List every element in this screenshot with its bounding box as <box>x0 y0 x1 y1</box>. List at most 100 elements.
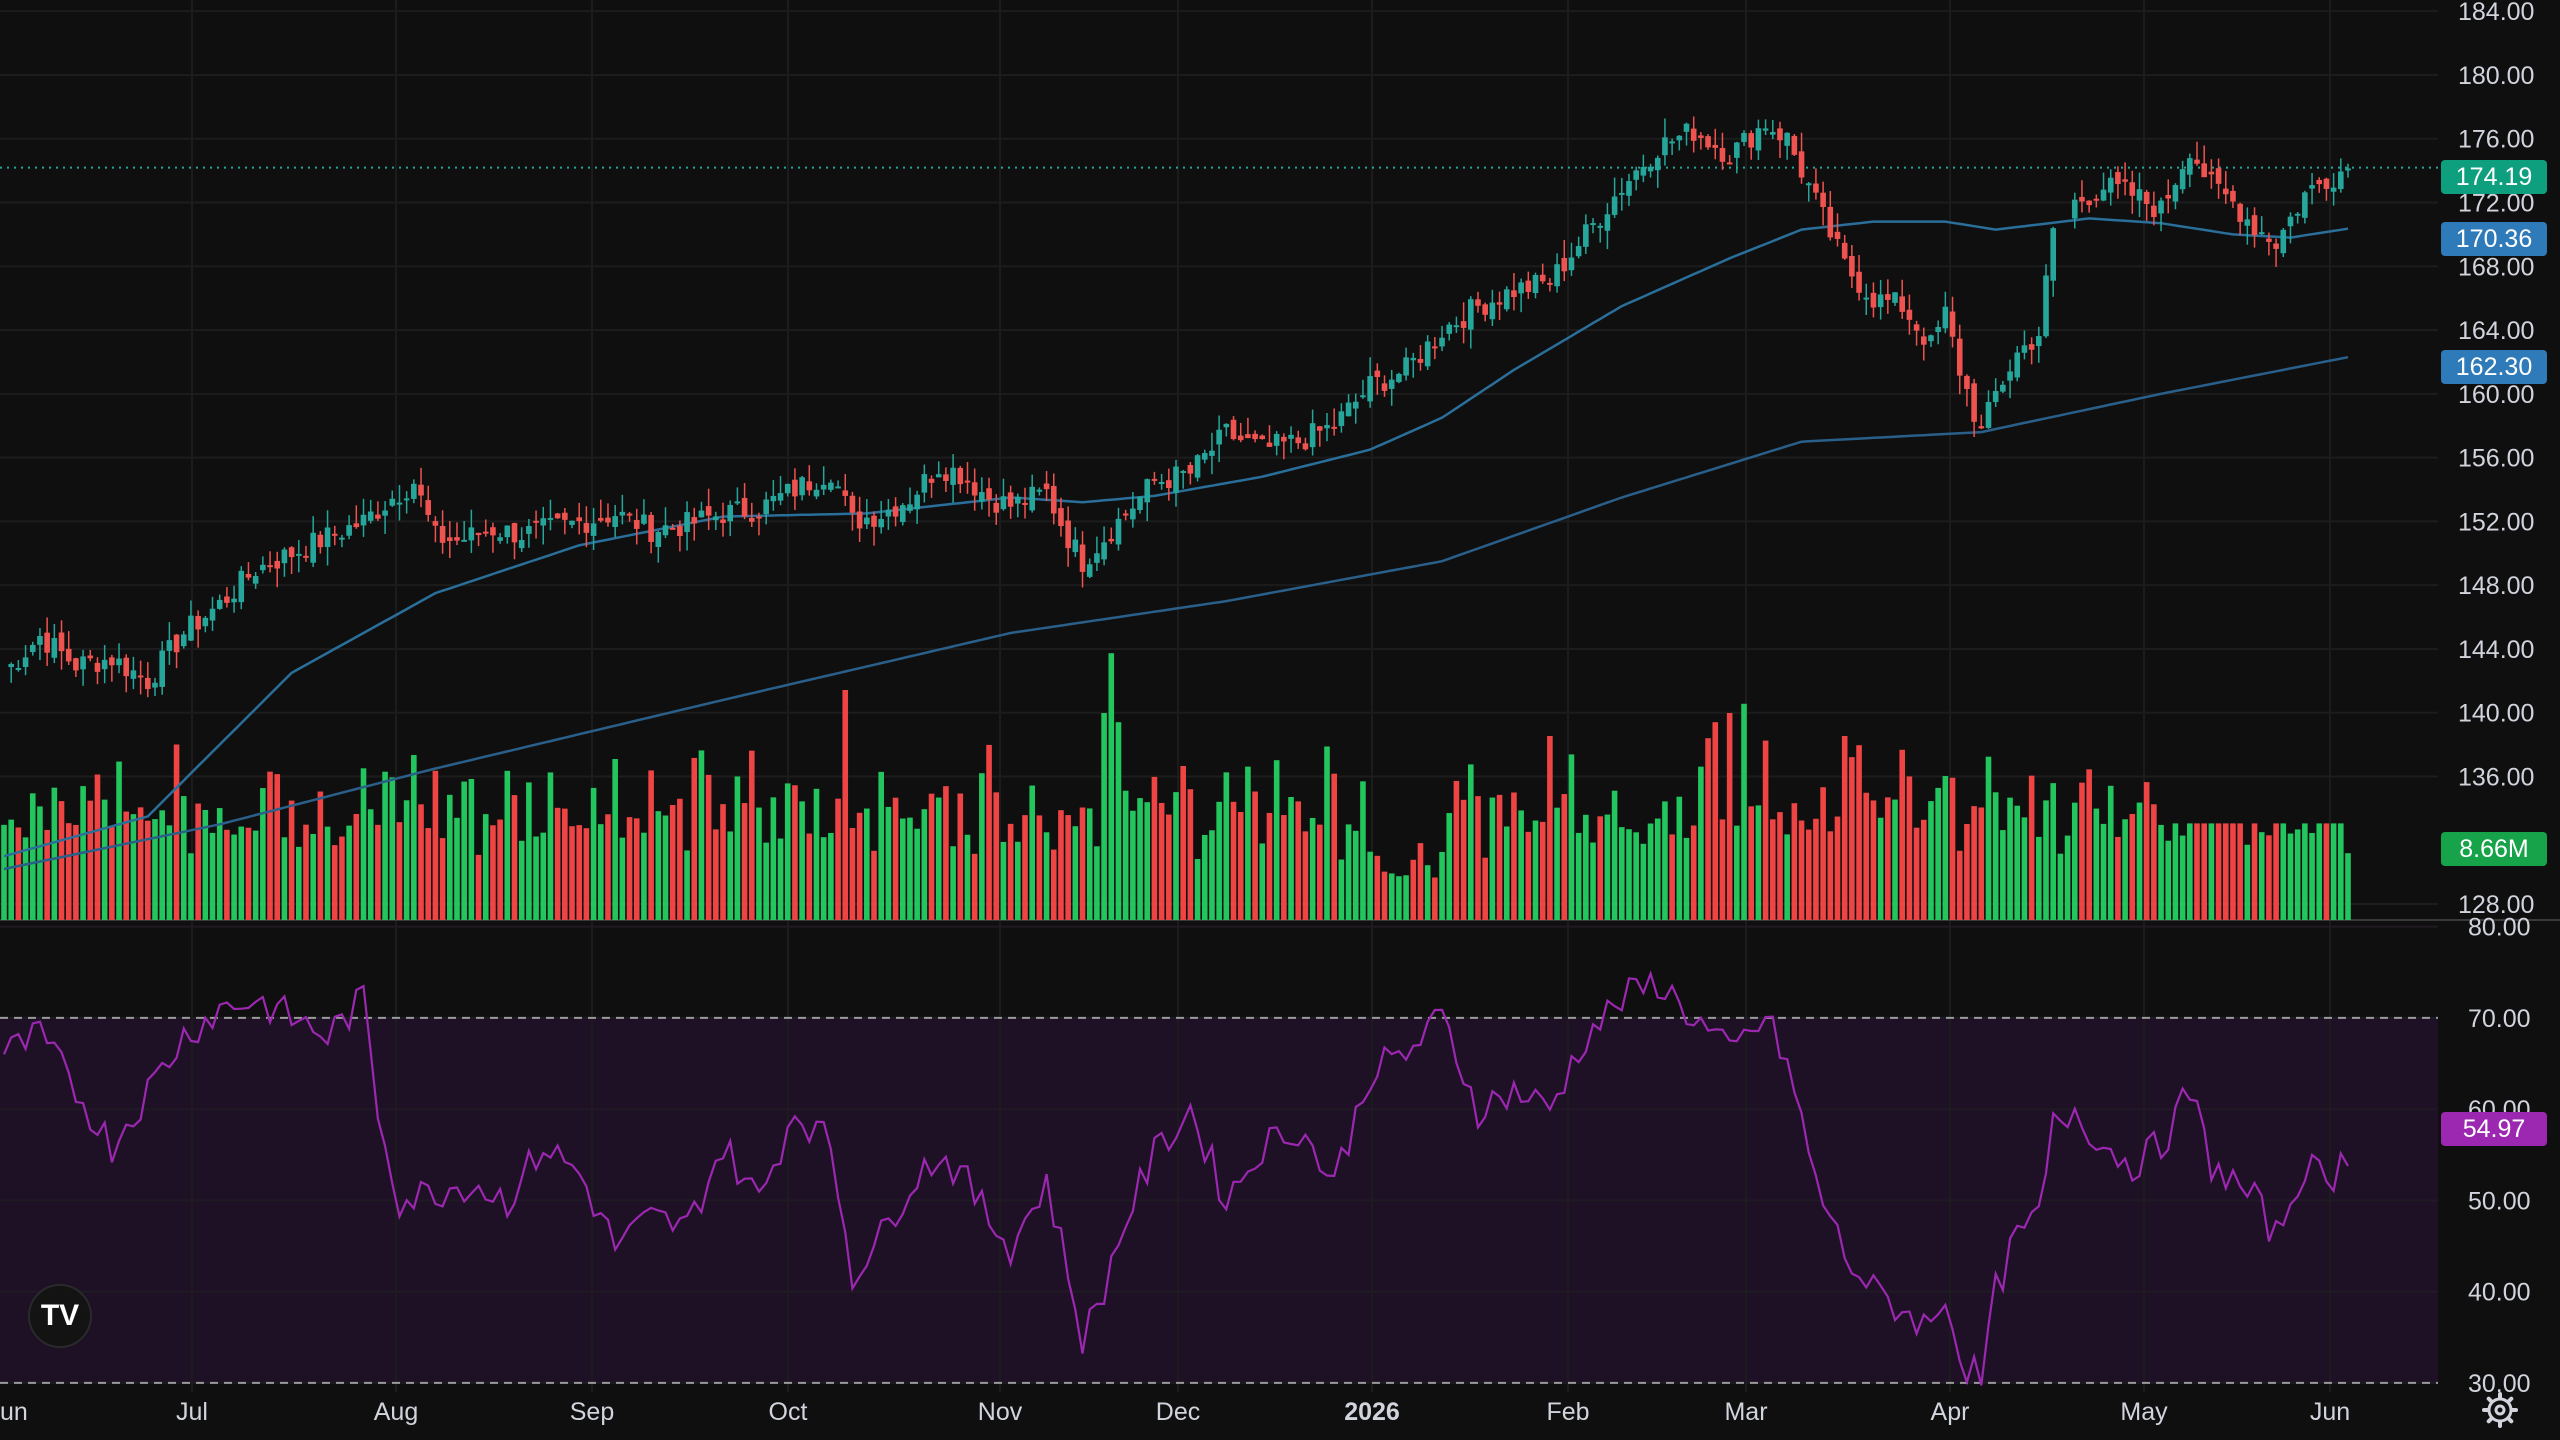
candle-body <box>2136 189 2143 201</box>
candle-body <box>748 518 755 522</box>
candle-body <box>51 638 58 658</box>
candle-body <box>1216 429 1222 445</box>
candle-body <box>1007 492 1014 507</box>
candle-body <box>2323 178 2330 189</box>
volume-bar <box>22 837 29 920</box>
candle-body <box>741 497 748 517</box>
candle-body <box>1583 224 1589 247</box>
candle-body <box>612 516 618 528</box>
volume-bar <box>1820 787 1826 920</box>
volume-bar <box>662 815 669 920</box>
volume-bar <box>1791 803 1798 920</box>
tradingview-logo[interactable]: TV <box>28 1284 92 1348</box>
volume-bar <box>1058 810 1064 920</box>
candle-body <box>2201 163 2207 178</box>
volume-bar <box>856 812 863 920</box>
price-tick-label: 140.00 <box>2458 700 2534 728</box>
candle-body <box>547 517 554 520</box>
volume-bar <box>375 824 381 920</box>
candle-body <box>1784 132 1790 146</box>
candle-body <box>101 659 108 670</box>
volume-bar <box>1719 819 1726 920</box>
volume-bar <box>1712 722 1719 920</box>
volume-bar <box>1604 814 1611 920</box>
time-tick-label: Oct <box>769 1398 808 1426</box>
volume-bar <box>2143 782 2150 920</box>
volume-bar <box>1223 772 1230 920</box>
candle-body <box>713 516 719 521</box>
candle-body <box>324 527 331 548</box>
candle-body <box>511 523 518 543</box>
volume-bar <box>202 809 209 920</box>
candle-body <box>1410 357 1417 361</box>
candle-body <box>1130 508 1136 520</box>
candle-body <box>993 502 1000 513</box>
candle-body <box>1525 280 1532 292</box>
volume-bar <box>1805 829 1812 920</box>
candle-body <box>2079 196 2085 202</box>
candle-body <box>1964 375 1970 389</box>
candle-body <box>2007 371 2013 381</box>
volume-bar <box>1489 797 1496 920</box>
candle-body <box>1072 539 1079 553</box>
gear-icon[interactable] <box>2480 1390 2520 1430</box>
candle-body <box>504 525 511 538</box>
volume-bar <box>1424 865 1431 920</box>
candle-body <box>1956 338 1963 376</box>
rsi-line <box>2 970 2349 1386</box>
time-axis: un Jul Aug Sep Oct Nov Dec 2026 Feb Mar Apr May Jun <box>0 1398 2350 1426</box>
candle-body <box>1166 480 1172 489</box>
volume-bar <box>677 798 683 920</box>
candle-body <box>1690 128 1697 141</box>
candle-body <box>1762 128 1769 131</box>
candle-body <box>2100 189 2107 201</box>
volume-bar <box>180 796 187 920</box>
candle-body <box>367 511 374 521</box>
price-tick-label: 136.00 <box>2458 763 2534 791</box>
volume-bar <box>2273 823 2279 920</box>
candle-body <box>1518 282 1524 294</box>
volume-bar <box>1726 713 1733 920</box>
candle-body <box>94 662 101 672</box>
volume-bar <box>2093 808 2100 920</box>
candle-body <box>15 668 22 671</box>
volume-tag: 8.66M <box>2441 832 2547 866</box>
candle-body <box>2266 238 2272 242</box>
candle-body <box>439 526 446 543</box>
price-tick-label: 160.00 <box>2458 381 2534 409</box>
volume-bar <box>2251 823 2258 920</box>
candle-body <box>80 656 86 670</box>
candle-body <box>835 486 841 489</box>
volume-bar <box>339 836 345 920</box>
candle-body <box>202 617 209 627</box>
volume-bar <box>626 817 633 920</box>
volume-bar <box>1007 823 1014 920</box>
candle-body <box>698 510 705 518</box>
candle-body <box>353 523 360 528</box>
volume-bar <box>58 801 65 920</box>
candle-body <box>1928 335 1934 342</box>
candle-body <box>1309 423 1316 448</box>
volume-bar <box>698 750 705 920</box>
volume-bar <box>1173 792 1179 920</box>
time-tick-label: un <box>0 1398 28 1426</box>
volume-bar <box>1360 781 1366 920</box>
candle-body <box>73 658 79 671</box>
candle-body <box>260 564 266 571</box>
volume-bar <box>1281 815 1287 920</box>
candle-body <box>2251 215 2258 236</box>
volume-bar <box>1942 776 1949 920</box>
candle-body <box>1978 426 1985 429</box>
volume-bar <box>2028 775 2035 920</box>
price-tick-label: 168.00 <box>2458 253 2534 281</box>
volume-bar <box>2007 797 2013 920</box>
candle-body <box>562 512 568 520</box>
volume-bar <box>1302 831 1309 920</box>
candle-body <box>1324 425 1330 429</box>
volume-bar <box>1978 807 1985 920</box>
volume-bar <box>1575 832 1582 920</box>
volume-bar <box>928 793 935 920</box>
volume-bar <box>37 806 43 920</box>
price-tick-label: 176.00 <box>2458 126 2534 154</box>
